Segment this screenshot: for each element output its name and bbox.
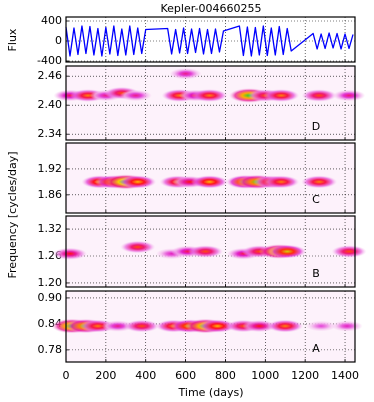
power-blob (120, 240, 156, 254)
panel-frame (65, 142, 356, 214)
power-blob (119, 175, 157, 189)
flux-line (65, 25, 354, 57)
power-blob (101, 320, 134, 332)
panel-label: A (312, 342, 320, 355)
x-tick-label: 1000 (251, 369, 279, 382)
power-blob (191, 89, 228, 102)
y-axis-label: Flux (6, 28, 19, 51)
y-tick-label: 2.34 (38, 127, 63, 140)
y-tick-label: 400 (41, 14, 62, 27)
power-blob (331, 320, 363, 332)
x-axis-label: Time (days) (178, 386, 244, 399)
y-tick-label: -400 (37, 54, 62, 67)
power-blob (169, 68, 202, 80)
y-tick-label: 0.90 (38, 291, 63, 304)
panel-label: B (312, 267, 320, 280)
power-blob (263, 175, 300, 189)
x-tick-label: 200 (95, 369, 116, 382)
x-tick-label: 1400 (331, 369, 359, 382)
power-blob (331, 245, 367, 258)
panel-background (66, 66, 355, 140)
power-blob (306, 320, 337, 332)
power-blob (124, 319, 160, 333)
y-tick-label: 1.92 (38, 162, 63, 175)
power-blob (301, 89, 337, 102)
x-tick-label: 400 (135, 369, 156, 382)
y-tick-label: 1.86 (38, 188, 63, 201)
panel-label: D (312, 120, 320, 133)
power-blob (267, 319, 304, 333)
chart-title: Kepler-004660255 (160, 2, 261, 15)
y-tick-label: 0 (55, 34, 62, 47)
power-blob (52, 247, 87, 260)
panel-frame (65, 290, 356, 363)
panel-frame (65, 215, 356, 288)
power-blob (263, 89, 300, 102)
power-blob (268, 244, 307, 259)
y-tick-label: 2.40 (38, 98, 63, 111)
power-blob (119, 89, 152, 102)
y-tick-label: 1.20 (38, 276, 63, 289)
power-blob (191, 175, 229, 189)
power-blob (188, 245, 224, 258)
x-tick-label: 0 (63, 369, 70, 382)
power-blob (301, 175, 338, 189)
x-tick-label: 600 (175, 369, 196, 382)
x-tick-label: 1200 (291, 369, 319, 382)
y-axis-label: Frequency [cycles/day] (6, 151, 19, 278)
panel-label: C (312, 193, 320, 206)
power-blob (242, 320, 277, 333)
power-blob (198, 319, 236, 333)
panel-frame (65, 65, 356, 141)
y-tick-label: 0.78 (38, 343, 63, 356)
y-tick-label: 2.46 (38, 69, 63, 82)
panel-frame (65, 16, 356, 63)
power-blob (332, 89, 366, 102)
x-tick-label: 800 (215, 369, 236, 382)
y-tick-label: 1.32 (38, 222, 63, 235)
